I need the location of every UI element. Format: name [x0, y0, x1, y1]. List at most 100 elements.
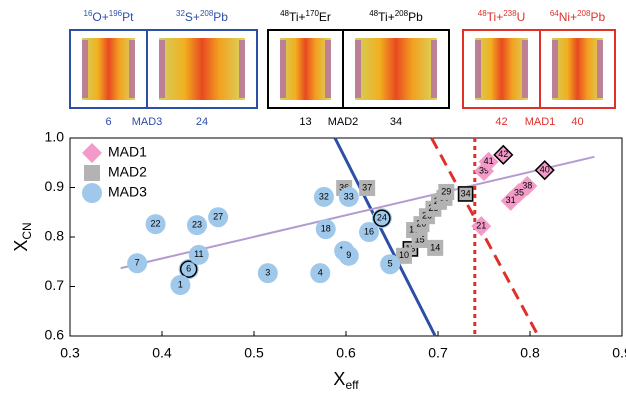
- point: [170, 275, 191, 296]
- point-label: 29: [441, 186, 451, 196]
- point: [145, 214, 166, 235]
- point-label: 24: [377, 213, 387, 223]
- inset-caption: 40: [571, 116, 583, 128]
- reaction-part: Ti+: [378, 10, 395, 24]
- x-tick-label: 0.9: [612, 345, 626, 361]
- reaction-part: 170: [306, 9, 320, 18]
- reaction-part: 48: [369, 9, 378, 18]
- x-tick-label: 0.5: [244, 345, 264, 361]
- ring: [373, 209, 391, 227]
- point-label: 37: [362, 182, 372, 192]
- point-label: 35: [514, 187, 524, 197]
- heatmap-edge: [552, 40, 558, 98]
- point-label: 7: [135, 258, 140, 268]
- reaction-part: 16: [84, 9, 93, 18]
- ring: [457, 186, 474, 202]
- reaction-label: 48Ti+208Pb: [369, 9, 423, 24]
- point: [380, 254, 401, 275]
- point: [471, 216, 492, 237]
- heatmap-edge: [159, 40, 165, 98]
- ring: [534, 160, 555, 181]
- reaction-part: 32: [176, 9, 185, 18]
- heatmap: [159, 38, 245, 100]
- heatmap: [552, 38, 603, 100]
- reaction-part: Er: [319, 10, 331, 24]
- y-tick-label: 0.8: [45, 228, 65, 244]
- ring: [179, 260, 198, 278]
- point: [438, 183, 455, 200]
- reaction-part: Pb: [590, 10, 605, 24]
- heatmap-edge: [239, 40, 245, 98]
- point-label: 10: [399, 250, 409, 260]
- point-label: 34: [461, 188, 471, 198]
- point-label: 31: [506, 195, 516, 205]
- point: [257, 263, 278, 284]
- reaction-part: 196: [109, 9, 123, 18]
- point: [478, 151, 499, 172]
- heatmap: [355, 38, 437, 100]
- point: [338, 186, 359, 207]
- reaction-part: Ti+: [487, 10, 504, 24]
- point-label: 36: [339, 182, 349, 192]
- reaction-part: 48: [478, 9, 487, 18]
- y-axis-label-part: X: [11, 240, 31, 252]
- inset-caption: 24: [196, 116, 208, 128]
- point-label: 14: [430, 242, 440, 252]
- point: [313, 186, 334, 207]
- y-tick-label: 1.0: [45, 129, 65, 145]
- inset-frame: [267, 29, 450, 109]
- x-tick-label: 0.3: [60, 345, 80, 361]
- reaction-label: 32S+208Pb: [176, 9, 228, 24]
- reaction-part: Ni+: [559, 10, 577, 24]
- point-label: 9: [346, 250, 351, 260]
- reaction-part: 48: [280, 9, 289, 18]
- legend-label: MAD2: [108, 164, 147, 180]
- heatmap: [82, 38, 135, 100]
- reaction-part: O+: [92, 10, 108, 24]
- point-label: 11: [194, 249, 203, 259]
- legend-marker: [82, 143, 102, 163]
- reaction-part: 238: [503, 9, 517, 18]
- reaction-part: Pb: [213, 10, 228, 24]
- point-label: 41: [484, 156, 494, 166]
- y-tick-label: 0.9: [45, 178, 65, 194]
- reaction-part: 208: [200, 9, 214, 18]
- point: [359, 222, 379, 243]
- inset-caption: MAD1: [525, 116, 556, 128]
- point: [395, 247, 412, 264]
- heatmap-edge: [355, 40, 361, 98]
- heatmap: [475, 38, 528, 100]
- point-label: 16: [364, 226, 374, 236]
- reaction-part: S+: [185, 10, 200, 24]
- point: [427, 239, 444, 256]
- point: [315, 219, 336, 240]
- x-tick-label: 0.4: [152, 345, 172, 361]
- inset-caption: MAD3: [132, 116, 163, 128]
- point-label: 33: [344, 191, 354, 201]
- reaction-label: 48Ti+238U: [478, 9, 526, 24]
- reaction-part: Pb: [408, 10, 423, 24]
- heatmap-edge: [475, 40, 481, 98]
- y-axis-label-part: CN: [20, 222, 34, 239]
- point: [208, 207, 229, 228]
- heatmap-edge: [129, 40, 135, 98]
- point: [188, 244, 209, 265]
- point: [500, 190, 521, 211]
- heatmap-edge: [597, 40, 603, 98]
- point-label: 1: [178, 279, 183, 289]
- legend-label: MAD3: [108, 184, 147, 200]
- point-label: 38: [522, 180, 532, 190]
- y-tick-label: 0.7: [45, 277, 65, 293]
- y-axis-label: XCN: [11, 222, 34, 251]
- ring: [493, 144, 514, 165]
- inset-caption: 34: [390, 116, 402, 128]
- point: [359, 179, 376, 196]
- reference-line: [333, 137, 437, 337]
- point-label: 18: [321, 223, 331, 233]
- x-axis-label: Xeff: [333, 369, 359, 392]
- legend-label: MAD1: [108, 144, 147, 160]
- reaction-label: 16O+196Pt: [84, 9, 135, 24]
- heatmap-edge: [280, 40, 286, 98]
- point-label: 42: [498, 149, 508, 159]
- x-tick-label: 0.6: [336, 345, 356, 361]
